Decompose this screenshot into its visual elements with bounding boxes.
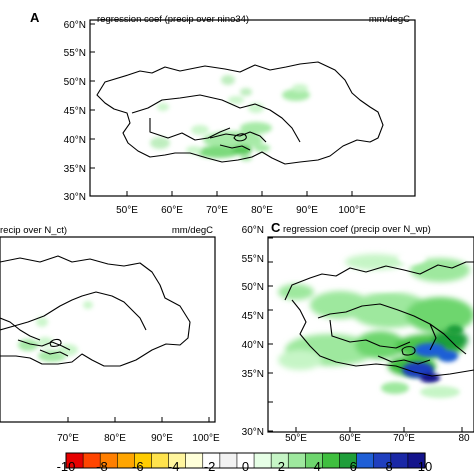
panel-c-title: regression coef (precip over N_wp) — [283, 224, 431, 235]
panel-c-xtick: 60°E — [339, 433, 361, 444]
panel-b-x-axis — [67, 417, 210, 422]
panel-b-xtick: 100°E — [192, 433, 220, 444]
panel-a-ytick: 60°N — [64, 20, 86, 31]
colorbar-swatch — [253, 452, 272, 469]
panel-c-ytick: 30°N — [242, 427, 264, 438]
panel-a-ytick: 55°N — [64, 48, 86, 59]
panel-a-ytick: 45°N — [64, 106, 86, 117]
panel-c-ytick: 40°N — [242, 340, 264, 351]
panel-c-boundaries — [284, 261, 474, 377]
colorbar-tick-label: 0 — [242, 459, 249, 474]
panel-a-xtick: 70°E — [206, 205, 228, 216]
panel-a-xtick: 80°E — [251, 205, 273, 216]
panel-c: C regression coef (precip over N_wp) — [242, 220, 474, 444]
colorbar — [65, 452, 426, 469]
colorbar-outline — [65, 452, 426, 469]
panel-b-units: mm/degC — [172, 225, 213, 236]
panel-c-map — [278, 252, 474, 398]
colorbar-swatch — [390, 452, 409, 469]
panel-b-boundaries — [0, 255, 191, 367]
panel-c-frame — [267, 236, 474, 433]
panel-a-xtick: 90°E — [296, 205, 318, 216]
panel-b-xtick: 90°E — [151, 433, 173, 444]
colorbar-tick-label: 2 — [278, 459, 285, 474]
panel-c-xtick: 80 — [458, 433, 470, 444]
colorbar-swatch — [219, 452, 238, 469]
panel-c-ytick: 45°N — [242, 311, 264, 322]
panel-a-x-axis — [126, 191, 353, 196]
panel-c-xtick: 50°E — [285, 433, 307, 444]
panel-a-ytick: 50°N — [64, 77, 86, 88]
colorbar-labels: -10 -8 -6 -4 -2 0 2 4 6 8 10 — [57, 459, 433, 474]
colorbar-tick-label: 6 — [350, 459, 357, 474]
panel-c-ytick: 55°N — [242, 254, 264, 265]
colorbar-tick-label: -2 — [204, 459, 216, 474]
colorbar-tick-label: 4 — [314, 459, 321, 474]
panel-c-x-axis — [295, 427, 463, 432]
panel-a-letter: A — [30, 10, 40, 25]
colorbar-tick-label: 10 — [418, 459, 432, 474]
panel-c-ytick: 50°N — [242, 282, 264, 293]
colorbar-swatch — [151, 452, 170, 469]
panel-a-ytick: 30°N — [64, 192, 86, 203]
panel-a-precip-field — [150, 75, 310, 161]
colorbar-tick-label: -8 — [96, 459, 108, 474]
panel-c-ytick: 60°N — [242, 225, 264, 236]
panel-a-boundaries — [96, 61, 384, 165]
panel-b: recip over N_ct) mm/degC — [0, 225, 220, 444]
panel-a-ytick: 35°N — [64, 164, 86, 175]
panel-a-map — [96, 61, 384, 165]
panel-c-ytick: 35°N — [242, 369, 264, 380]
colorbar-swatch — [287, 452, 306, 469]
colorbar-tick-label: -10 — [57, 459, 76, 474]
panel-b-map — [0, 255, 191, 367]
panel-b-frame — [0, 236, 216, 423]
panel-c-xtick: 70°E — [393, 433, 415, 444]
panel-b-xtick: 70°E — [57, 433, 79, 444]
panel-a-y-axis — [90, 23, 95, 197]
panel-a: A regression coef (precip over nino34) m… — [30, 10, 416, 216]
colorbar-tick-label: 8 — [385, 459, 392, 474]
colorbar-swatch — [185, 452, 204, 469]
panel-a-xtick: 60°E — [161, 205, 183, 216]
panel-b-title: recip over N_ct) — [0, 225, 67, 236]
colorbar-tick-label: -6 — [132, 459, 144, 474]
panel-c-letter: C — [271, 220, 281, 235]
panel-a-xtick: 100°E — [338, 205, 366, 216]
panel-a-xtick: 50°E — [116, 205, 138, 216]
colorbar-tick-label: -4 — [168, 459, 180, 474]
panel-a-ytick: 40°N — [64, 135, 86, 146]
panel-c-y-axis — [268, 237, 273, 432]
colorbar-swatch — [356, 452, 375, 469]
panel-c-precip-field — [278, 252, 474, 398]
colorbar-swatch — [322, 452, 341, 469]
panel-b-xtick: 80°E — [104, 433, 126, 444]
panel-a-frame — [89, 19, 416, 197]
